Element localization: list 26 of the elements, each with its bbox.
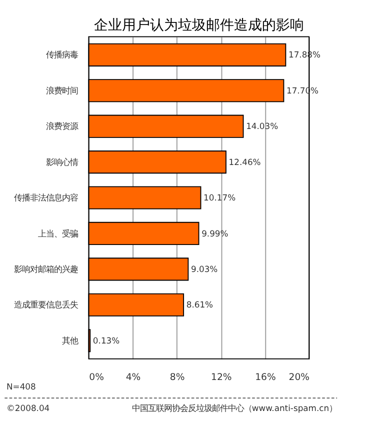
data-label: 0.13% bbox=[92, 335, 120, 346]
text: N=408 bbox=[6, 382, 36, 392]
y-tick-label: 浪费时间 bbox=[46, 85, 78, 96]
x-tick-label: 0% bbox=[89, 372, 104, 383]
x-tick-label: 20% bbox=[288, 372, 310, 383]
data-label: 12.46% bbox=[228, 156, 261, 167]
data-label: 8.61% bbox=[186, 300, 214, 310]
data-label: 10.17% bbox=[204, 192, 236, 203]
y-tick-label: 传播非法信息内容 bbox=[14, 192, 78, 203]
text: ©2008.04 bbox=[6, 403, 50, 414]
chart-title: 企业用户认为垃圾邮件造成的影响 bbox=[94, 18, 304, 34]
data-label: 9.99% bbox=[202, 228, 228, 238]
data-label: 9.03% bbox=[190, 264, 218, 274]
x-tick-label: 4% bbox=[126, 372, 141, 383]
y-tick-label: 上当、受骗 bbox=[38, 228, 78, 238]
y-tick-label: 其他 bbox=[62, 335, 78, 346]
y-tick-label: 浪费资源 bbox=[46, 121, 78, 132]
x-tick-label: 16% bbox=[255, 372, 276, 383]
text: 中国互联网协会反垃圾邮件中心（www.anti-spam.cn） bbox=[132, 403, 338, 414]
data-label: 14.03% bbox=[246, 121, 278, 132]
y-tick-label: 传播病毒 bbox=[46, 50, 78, 60]
y-tick-label: 造成重要信息丢失 bbox=[14, 300, 78, 310]
x-tick-label: 12% bbox=[211, 372, 232, 383]
y-tick-label: 影响对邮箱的兴趣 bbox=[14, 264, 78, 274]
y-tick-label: 影响心情 bbox=[46, 156, 78, 167]
x-tick-label: 8% bbox=[170, 372, 185, 383]
